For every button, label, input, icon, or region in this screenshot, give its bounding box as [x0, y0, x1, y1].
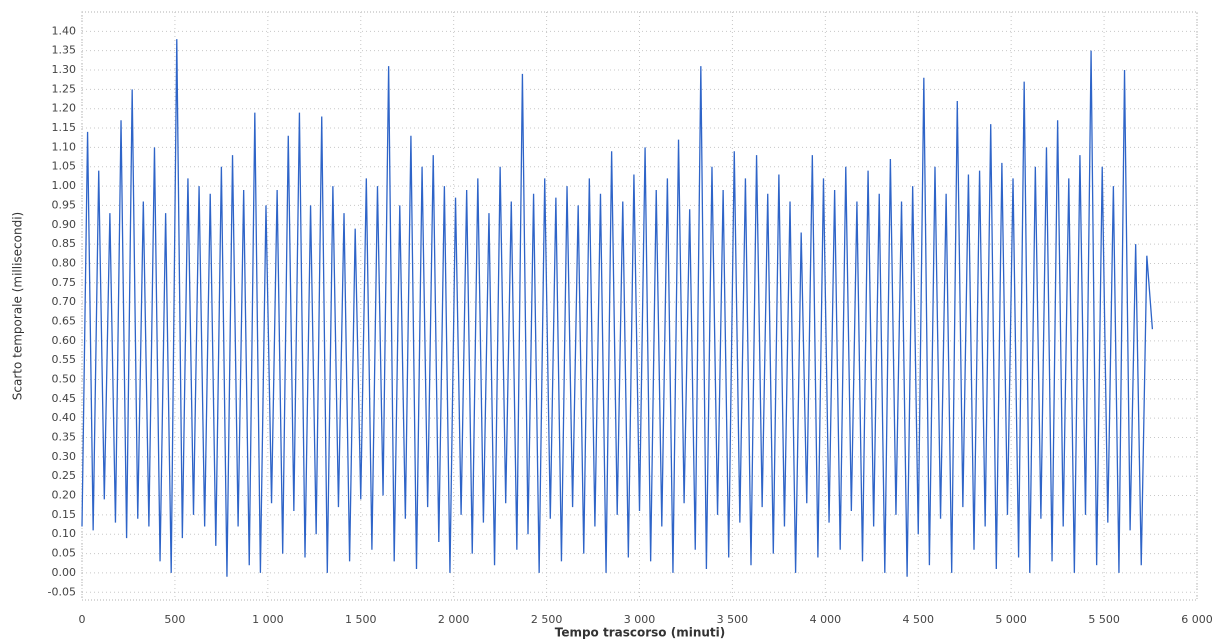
x-tick-label: 4 500 — [903, 613, 935, 626]
data-line — [81, 39, 1154, 577]
x-tick-label: 5 500 — [1088, 613, 1120, 626]
x-tick-label: 3 500 — [717, 613, 749, 626]
y-tick-label: 0.35 — [52, 431, 77, 444]
y-tick-label: 0.70 — [52, 295, 77, 308]
x-tick-label: 2 000 — [438, 613, 470, 626]
y-tick-label: 0.25 — [52, 469, 77, 482]
y-tick-label: 0.15 — [52, 508, 77, 521]
x-tick-label: 2 500 — [531, 613, 563, 626]
y-tick-label: 1.40 — [52, 24, 77, 37]
y-tick-label: 0.85 — [52, 237, 77, 250]
y-tick-label: 0.10 — [52, 527, 77, 540]
y-tick-label: 0.95 — [52, 198, 77, 211]
y-tick-label: 0.45 — [52, 392, 77, 405]
y-tick-label: 0.05 — [52, 547, 77, 560]
y-tick-label: 1.20 — [52, 102, 77, 115]
x-axis-title: Tempo trascorso (minuti) — [555, 626, 726, 640]
y-tick-label: -0.05 — [48, 585, 76, 598]
y-tick-label: 1.00 — [52, 179, 77, 192]
y-tick-label: 0.40 — [52, 411, 77, 424]
y-tick-label: 1.35 — [52, 44, 77, 57]
x-tick-label: 0 — [79, 613, 86, 626]
x-tick-label: 500 — [164, 613, 185, 626]
y-tick-label: 0.50 — [52, 373, 77, 386]
x-tick-label: 3 000 — [624, 613, 656, 626]
y-axis-title: Scarto temporale (millisecondi) — [11, 212, 25, 400]
y-tick-label: 0.75 — [52, 276, 77, 289]
x-tick-label: 6 000 — [1181, 613, 1213, 626]
x-tick-label: 1 000 — [252, 613, 284, 626]
y-tick-label: 0.90 — [52, 218, 77, 231]
y-tick-label: 0.30 — [52, 450, 77, 463]
y-tick-label: 1.05 — [52, 160, 77, 173]
y-tick-label: 0.80 — [52, 256, 77, 269]
x-tick-label: 1 500 — [345, 613, 377, 626]
y-tick-label: 0.20 — [52, 489, 77, 502]
y-tick-label: 0.65 — [52, 314, 77, 327]
y-tick-label: 1.10 — [52, 140, 77, 153]
x-tick-label: 4 000 — [810, 613, 842, 626]
y-tick-label: 1.25 — [52, 82, 77, 95]
y-tick-label: 1.30 — [52, 63, 77, 76]
plot-frame — [81, 11, 1198, 601]
x-tick-label: 5 000 — [995, 613, 1027, 626]
y-tick-label: 1.15 — [52, 121, 77, 134]
y-tick-label: 0.00 — [52, 566, 77, 579]
y-tick-label: 0.60 — [52, 334, 77, 347]
y-tick-label: 0.55 — [52, 353, 77, 366]
